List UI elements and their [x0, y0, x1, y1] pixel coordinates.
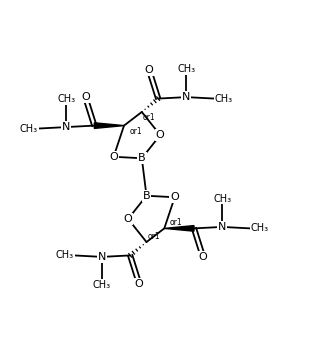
Text: or1: or1: [130, 126, 142, 136]
Text: or1: or1: [147, 232, 160, 241]
Text: CH₃: CH₃: [20, 124, 38, 133]
Text: O: O: [135, 279, 143, 289]
Text: CH₃: CH₃: [215, 93, 233, 104]
Polygon shape: [164, 225, 194, 231]
Text: B: B: [138, 153, 146, 163]
Text: CH₃: CH₃: [57, 94, 75, 104]
Text: N: N: [182, 92, 190, 102]
Text: O: O: [109, 152, 118, 162]
Text: CH₃: CH₃: [213, 194, 231, 204]
Text: CH₃: CH₃: [56, 250, 74, 261]
Text: O: O: [124, 214, 133, 224]
Text: N: N: [98, 252, 106, 262]
Text: CH₃: CH₃: [93, 280, 111, 290]
Text: B: B: [143, 191, 150, 201]
Text: O: O: [198, 252, 207, 262]
Text: or1: or1: [142, 113, 155, 122]
Text: N: N: [218, 222, 226, 232]
Text: O: O: [156, 130, 165, 140]
Text: O: O: [81, 92, 90, 102]
Text: O: O: [145, 65, 154, 75]
Text: O: O: [170, 192, 179, 202]
Text: CH₃: CH₃: [250, 223, 268, 233]
Text: or1: or1: [170, 218, 183, 228]
Polygon shape: [94, 123, 124, 129]
Text: CH₃: CH₃: [177, 64, 195, 74]
Text: N: N: [62, 122, 70, 132]
